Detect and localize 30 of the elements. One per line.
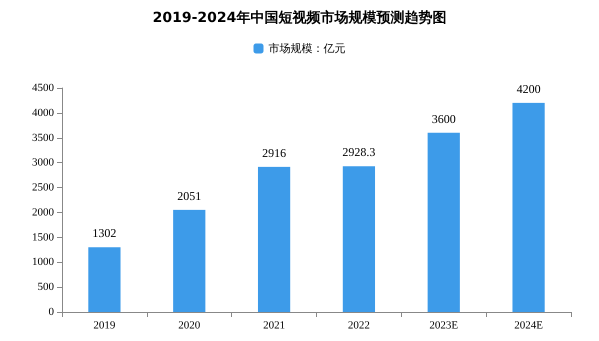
- bar: [173, 210, 206, 312]
- y-tick-label: 2500: [32, 182, 54, 194]
- data-label: 2051: [177, 188, 202, 203]
- data-label: 2916: [262, 146, 286, 160]
- y-tick-label: 2000: [32, 206, 54, 218]
- x-tick-label: 2023E: [429, 320, 458, 332]
- x-tick-label: 2021: [263, 320, 286, 332]
- x-tick-label: 2019: [93, 320, 116, 332]
- y-tick-label: 1500: [32, 231, 54, 244]
- y-tick-label: 4500: [32, 82, 54, 94]
- data-label: 1302: [92, 226, 116, 240]
- legend-label: 市场规模：亿元: [268, 42, 346, 55]
- data-label: 4200: [516, 82, 541, 96]
- data-label: 3600: [432, 112, 456, 126]
- y-tick-label: 3500: [32, 132, 54, 144]
- bar: [342, 166, 376, 312]
- y-tick-label: 1000: [32, 256, 54, 268]
- bar: [428, 132, 460, 312]
- chart-title: 2019-2024年中国短视频市场规模预测趋势图: [152, 9, 446, 26]
- y-tick-label: 500: [38, 281, 54, 294]
- data-label: 2928.3: [342, 145, 376, 160]
- y-tick-label: 3000: [32, 156, 54, 169]
- x-tick-label: 2022: [348, 320, 370, 332]
- bar: [258, 166, 290, 312]
- bar: [512, 102, 545, 312]
- x-tick-label: 2020: [178, 320, 201, 332]
- y-tick-label: 4000: [32, 106, 54, 119]
- y-tick-label: 0: [48, 306, 54, 318]
- bar: [88, 247, 121, 312]
- x-tick-label: 2024E: [514, 320, 544, 332]
